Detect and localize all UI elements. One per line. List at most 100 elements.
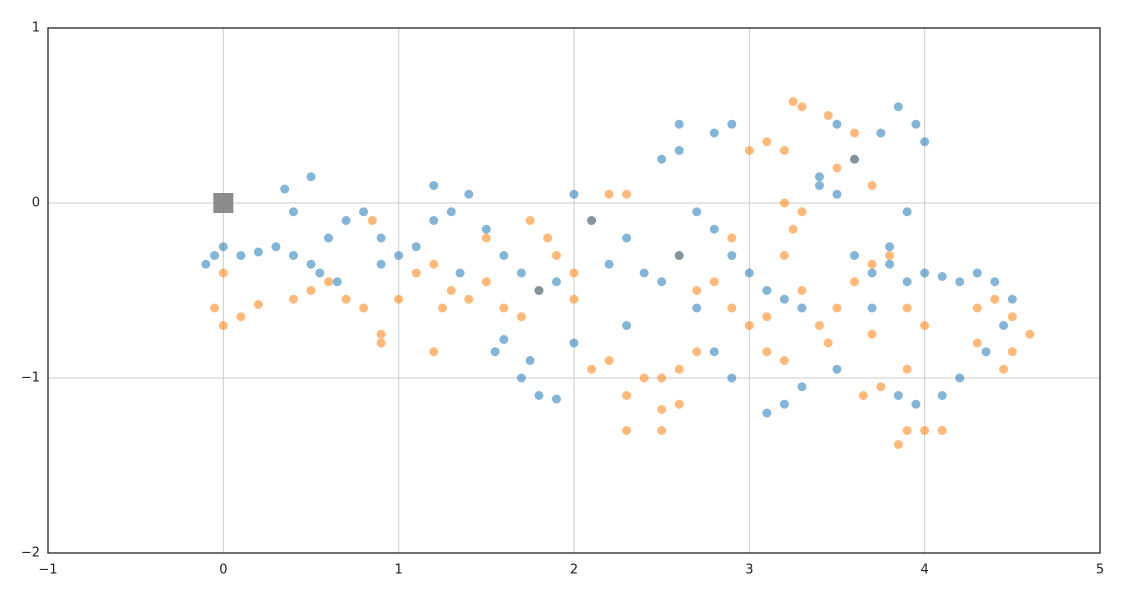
- point: [885, 259, 895, 269]
- point: [902, 277, 912, 287]
- point: [306, 172, 316, 182]
- point: [218, 268, 228, 278]
- point: [604, 189, 614, 199]
- point: [657, 405, 667, 414]
- point: [341, 294, 351, 304]
- point: [823, 111, 833, 120]
- point: [823, 338, 833, 348]
- point: [516, 268, 526, 278]
- point: [639, 268, 649, 278]
- point: [674, 399, 684, 409]
- point: [657, 373, 667, 383]
- point: [429, 216, 439, 225]
- point: [376, 329, 386, 339]
- point: [569, 189, 579, 199]
- point: [359, 207, 369, 217]
- point: [674, 146, 684, 155]
- point: [920, 321, 930, 330]
- point: [832, 303, 842, 313]
- x-tick-label: 0: [219, 563, 227, 578]
- point: [885, 251, 895, 260]
- point: [744, 146, 754, 155]
- point: [797, 207, 807, 217]
- point: [920, 137, 930, 147]
- point: [709, 277, 719, 287]
- point: [534, 286, 544, 295]
- point: [762, 312, 772, 322]
- point: [253, 247, 263, 257]
- point: [394, 294, 404, 304]
- point: [481, 277, 491, 287]
- point: [280, 184, 290, 194]
- point: [893, 440, 903, 449]
- point: [779, 146, 789, 155]
- point: [867, 329, 877, 339]
- point: [709, 128, 719, 138]
- point: [674, 364, 684, 374]
- point: [788, 224, 798, 234]
- point: [525, 216, 535, 225]
- point: [551, 394, 561, 404]
- y-tick-label: 0: [32, 196, 40, 211]
- point: [604, 356, 614, 365]
- point: [359, 303, 369, 313]
- point: [893, 391, 903, 400]
- point: [604, 259, 614, 269]
- point: [499, 335, 509, 344]
- point: [779, 356, 789, 365]
- point: [762, 347, 772, 357]
- x-tick-label: −1: [38, 563, 57, 578]
- point: [236, 312, 246, 322]
- point: [210, 251, 220, 260]
- point: [394, 251, 404, 260]
- point: [955, 277, 965, 287]
- point: [657, 154, 667, 164]
- point: [937, 391, 947, 400]
- point: [341, 216, 351, 225]
- point: [569, 294, 579, 304]
- point: [1007, 294, 1017, 304]
- point: [727, 119, 737, 129]
- point: [324, 233, 334, 243]
- point: [429, 347, 439, 357]
- point: [911, 399, 921, 409]
- y-tick-label: 1: [32, 21, 40, 36]
- point: [999, 364, 1009, 374]
- point: [876, 128, 886, 138]
- point: [499, 251, 509, 260]
- point: [692, 347, 702, 357]
- point: [516, 373, 526, 383]
- point: [218, 242, 228, 252]
- point: [762, 137, 772, 147]
- point: [288, 251, 298, 260]
- point: [622, 426, 632, 435]
- point: [569, 268, 579, 278]
- point: [657, 426, 667, 435]
- point: [779, 294, 789, 304]
- point: [288, 207, 298, 217]
- point: [727, 373, 737, 383]
- x-tick-label: 2: [570, 563, 578, 578]
- point: [955, 373, 965, 383]
- point: [972, 268, 982, 278]
- point: [727, 251, 737, 260]
- point: [201, 259, 211, 269]
- point: [709, 224, 719, 234]
- x-tick-label: 3: [745, 563, 753, 578]
- point: [481, 233, 491, 243]
- point: [622, 321, 632, 330]
- point: [639, 373, 649, 383]
- point: [937, 272, 947, 281]
- point: [867, 303, 877, 313]
- point: [832, 364, 842, 374]
- point: [885, 242, 895, 252]
- point: [411, 268, 421, 278]
- point: [1025, 329, 1035, 339]
- point: [920, 426, 930, 435]
- point: [797, 303, 807, 313]
- x-tick-label: 5: [1096, 563, 1104, 578]
- point: [271, 242, 281, 252]
- point: [674, 119, 684, 129]
- point: [999, 321, 1009, 330]
